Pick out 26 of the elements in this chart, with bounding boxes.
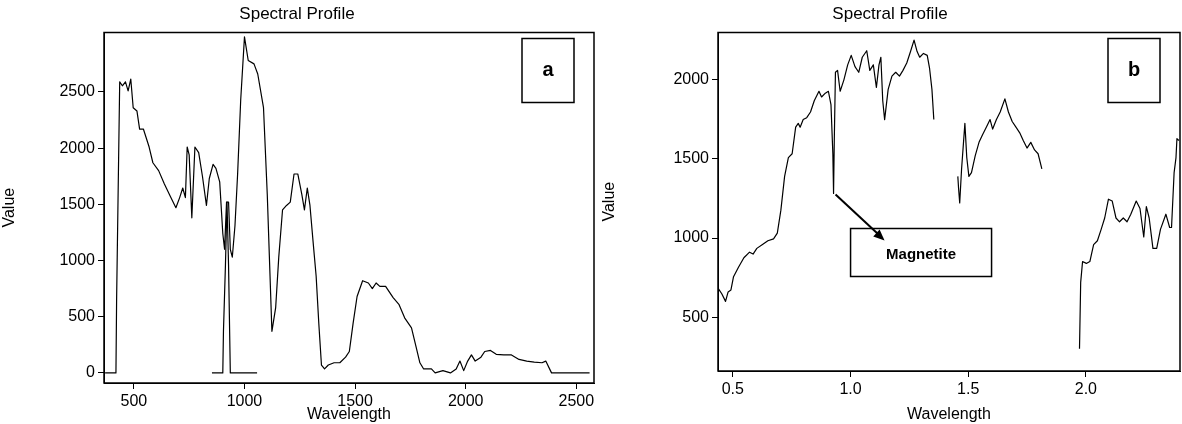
y-tick-label: 0 [86, 363, 96, 381]
x-tick-label: 1.0 [839, 380, 862, 398]
x-tick-label: 500 [120, 392, 148, 410]
x-tick-label: 2.0 [1074, 380, 1098, 398]
y-tick-label: 2000 [673, 70, 710, 88]
y-tick-label: 500 [68, 307, 96, 325]
y-axis-title: Value [0, 187, 18, 228]
y-tick-label: 1500 [673, 149, 710, 167]
x-tick-label: 0.5 [721, 380, 745, 398]
y-tick-label: 1500 [59, 194, 96, 212]
x-tick-label: 2500 [558, 392, 595, 410]
x-tick-label: 1000 [226, 392, 263, 410]
x-tick-label: 2000 [447, 392, 484, 410]
x-axis-title: Wavelength [907, 404, 991, 422]
annotation: a [542, 57, 555, 80]
chart-title: Spectral Profile [832, 3, 948, 23]
y-tick-label: 2000 [59, 138, 96, 156]
y-tick-label: 1000 [673, 228, 710, 246]
y-tick-label: 2500 [59, 82, 96, 100]
y-tick-label: 1000 [59, 250, 96, 268]
annotation: b [1127, 57, 1141, 80]
y-tick-label: 500 [682, 307, 710, 325]
chart-title: Spectral Profile [239, 3, 355, 23]
x-tick-label: 1.5 [957, 380, 980, 398]
annotation: Magnetite [886, 244, 957, 262]
y-axis-title: Value [600, 181, 618, 222]
